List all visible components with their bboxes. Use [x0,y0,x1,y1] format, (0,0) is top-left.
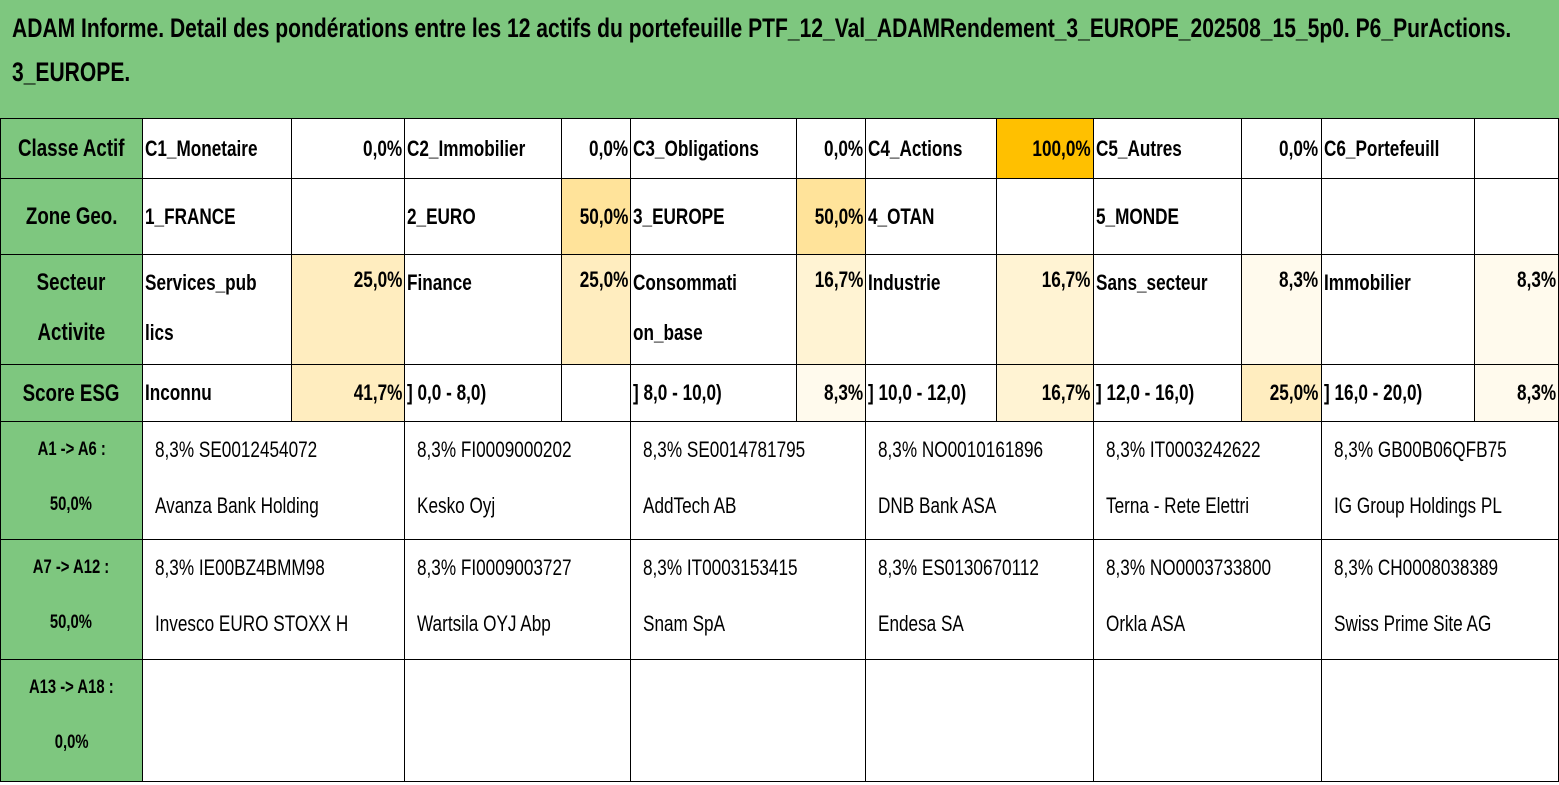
asset-cell [1092,659,1322,782]
secteur-label-2: Finance [404,254,563,365]
classe-value-c2: 0,0% [561,118,632,179]
asset-cell: 8,3% IE00BZ4BMM98 Invesco EURO STOXX H [141,539,406,660]
classe-label-c2: C2_Immobilier [404,118,563,179]
asset-cell [630,659,867,782]
classe-label-c3: C3_Obligations [630,118,798,179]
report-title: ADAM Informe. Detail des pondérations en… [0,0,1559,118]
zone-label-5: 5_MONDE [1092,178,1242,255]
asset-group-header: A13 -> A18 : 0,0% [0,659,143,782]
report-title-line2: 3_EUROPE. [12,57,131,87]
asset-cell [404,659,632,782]
zone-label-4: 4_OTAN [865,178,998,255]
report-title-line1: ADAM Informe. Detail des pondérations en… [12,13,1512,43]
esg-value-1: 41,7% [290,364,406,422]
classe-value-c4: 100,0% [996,118,1094,179]
zone-value-2: 50,0% [561,178,632,255]
asset-cell: 8,3% IT0003242622 Terna - Rete Elettri [1092,421,1322,540]
esg-value-5: 25,0% [1240,364,1322,422]
asset-group-header: A1 -> A6 : 50,0% [0,421,143,540]
asset-cell: 8,3% NO0003733800 Orkla ASA [1092,539,1322,660]
esg-value-3: 8,3% [796,364,867,422]
secteur-value-3: 16,7% [796,254,867,365]
secteur-label-6: Immobilier [1320,254,1475,365]
asset-cell: 8,3% SE0012454072 Avanza Bank Holding [141,421,406,540]
secteur-label-1: Services_pub lics [141,254,292,365]
asset-cell: 8,3% FI0009003727 Wartsila OYJ Abp [404,539,632,660]
weights-table: Classe Actif C1_Monetaire 0,0% C2_Immobi… [0,118,1559,782]
secteur-value-4: 16,7% [996,254,1094,365]
secteur-header: Secteur Activite [0,254,143,365]
asset-cell: 8,3% SE0014781795 AddTech AB [630,421,867,540]
zone-label-3: 3_EUROPE [630,178,798,255]
zone-value-5 [1240,178,1322,255]
secteur-label-5: Sans_secteur [1092,254,1242,365]
zone-value-6 [1473,178,1559,255]
classe-actif-row: Classe Actif C1_Monetaire 0,0% C2_Immobi… [0,118,1559,179]
esg-value-6: 8,3% [1473,364,1559,422]
esg-label-5: ] 12,0 - 16,0) [1092,364,1242,422]
esg-label-1: Inconnu [141,364,292,422]
asset-cell: 8,3% NO0010161896 DNB Bank ASA [865,421,1094,540]
zone-value-3: 50,0% [796,178,867,255]
classe-value-c1: 0,0% [290,118,406,179]
zone-value-4 [996,178,1094,255]
asset-cell: 8,3% FI0009000202 Kesko Oyj [404,421,632,540]
score-esg-header: Score ESG [0,364,143,422]
zone-label-1: 1_FRANCE [141,178,292,255]
classe-label-c1: C1_Monetaire [141,118,292,179]
classe-actif-header: Classe Actif [0,118,143,179]
classe-label-c6: C6_Portefeuill [1320,118,1475,179]
score-esg-row: Score ESG Inconnu 41,7% ] 0,0 - 8,0) ] 8… [0,364,1559,422]
secteur-value-6: 8,3% [1473,254,1559,365]
asset-cell [141,659,406,782]
esg-label-4: ] 10,0 - 12,0) [865,364,998,422]
secteur-row: Secteur Activite Services_pub lics 25,0%… [0,254,1559,365]
esg-label-3: ] 8,0 - 10,0) [630,364,798,422]
asset-cell [1320,659,1559,782]
asset-cell: 8,3% CH0008038389 Swiss Prime Site AG [1320,539,1559,660]
secteur-value-2: 25,0% [561,254,632,365]
classe-value-c6 [1473,118,1559,179]
asset-cell: 8,3% ES0130670112 Endesa SA [865,539,1094,660]
esg-label-6: ] 16,0 - 20,0) [1320,364,1475,422]
zone-label-2: 2_EURO [404,178,563,255]
asset-group-row: A13 -> A18 : 0,0% [0,659,1559,782]
asset-group-row: A1 -> A6 : 50,0% 8,3% SE0012454072 Avanz… [0,421,1559,540]
secteur-label-4: Industrie [865,254,998,365]
asset-group-header: A7 -> A12 : 50,0% [0,539,143,660]
asset-group-row: A7 -> A12 : 50,0% 8,3% IE00BZ4BMM98 Inve… [0,539,1559,660]
zone-geo-row: Zone Geo. 1_FRANCE 2_EURO 50,0% 3_EUROPE… [0,178,1559,255]
secteur-value-5: 8,3% [1240,254,1322,365]
classe-label-c5: C5_Autres [1092,118,1242,179]
asset-cell: 8,3% IT0003153415 Snam SpA [630,539,867,660]
classe-value-c3: 0,0% [796,118,867,179]
secteur-label-3: Consommati on_base [630,254,798,365]
zone-label-6 [1320,178,1475,255]
secteur-value-1: 25,0% [290,254,406,365]
asset-cell: 8,3% GB00B06QFB75 IG Group Holdings PL [1320,421,1559,540]
esg-label-2: ] 0,0 - 8,0) [404,364,563,422]
classe-label-c4: C4_Actions [865,118,998,179]
esg-value-2 [561,364,632,422]
zone-value-1 [290,178,406,255]
asset-cell [865,659,1094,782]
esg-value-4: 16,7% [996,364,1094,422]
classe-value-c5: 0,0% [1240,118,1322,179]
zone-geo-header: Zone Geo. [0,178,143,255]
